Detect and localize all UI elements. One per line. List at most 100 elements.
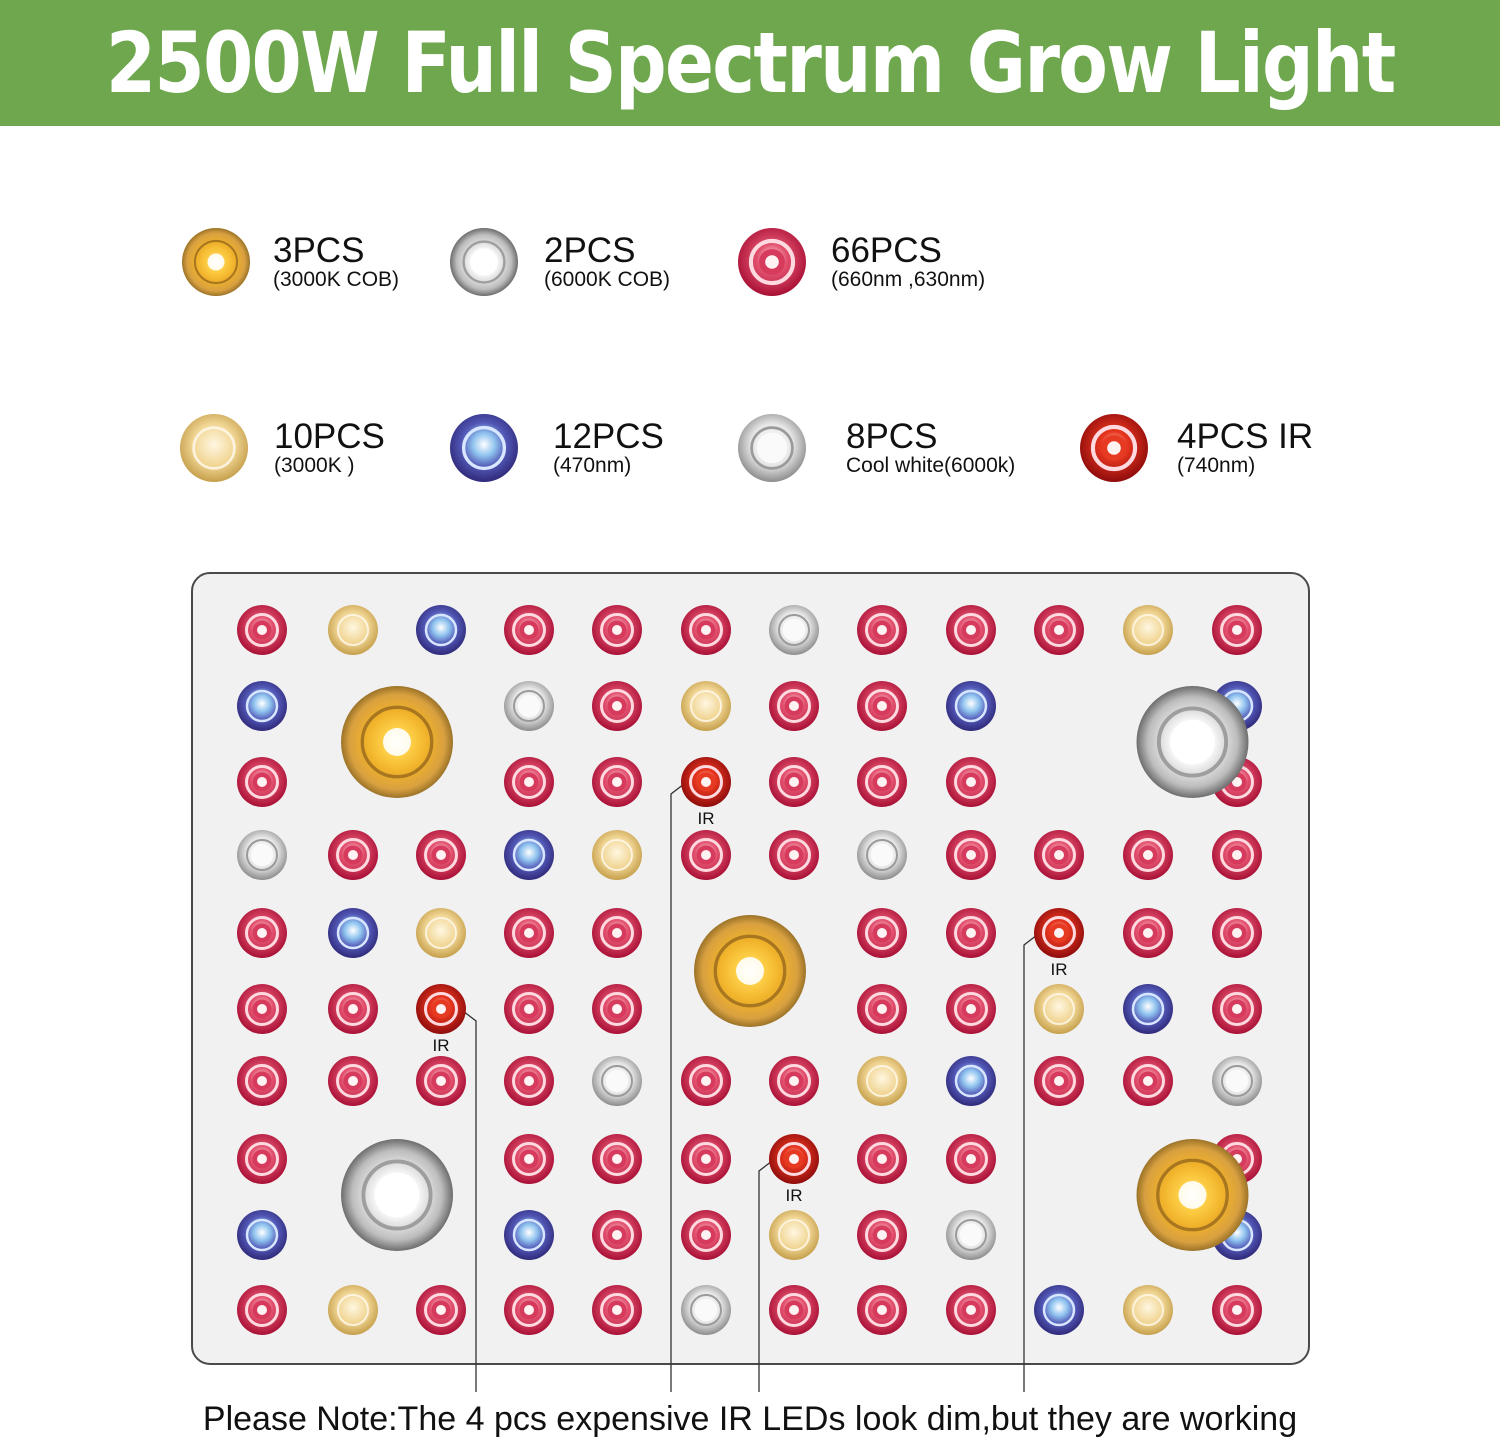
legend-quantity: 10PCS	[274, 417, 385, 456]
ir-label: IR	[433, 1036, 450, 1055]
red-led	[681, 1056, 731, 1106]
red-led	[416, 1285, 466, 1335]
legend-description: (660nm ,630nm)	[831, 268, 986, 291]
white-led	[681, 1285, 731, 1335]
warm-led	[1034, 984, 1084, 1034]
red-led	[592, 757, 642, 807]
red-led	[681, 1134, 731, 1184]
red-led	[1123, 830, 1173, 880]
ir-led	[1034, 908, 1084, 958]
red-led	[946, 757, 996, 807]
red-led	[946, 830, 996, 880]
blue-led	[1123, 984, 1173, 1034]
red-led	[504, 1285, 554, 1335]
red-led	[328, 984, 378, 1034]
cob-white-led	[341, 1139, 453, 1251]
ir-leader-line	[670, 783, 685, 1392]
ir-label: IR	[698, 809, 715, 828]
red-led	[1212, 605, 1262, 655]
red-led	[237, 1134, 287, 1184]
red-led	[504, 1056, 554, 1106]
warm-led	[416, 908, 466, 958]
blue-led	[946, 681, 996, 731]
red-led	[946, 984, 996, 1034]
blue-led	[504, 1210, 554, 1260]
legend-description: (3000K )	[274, 454, 355, 477]
legend-quantity: 2PCS	[544, 231, 636, 270]
red-led	[504, 757, 554, 807]
red-led	[946, 605, 996, 655]
ir-note: Please Note:The 4 pcs expensive IR LEDs …	[202, 1400, 1298, 1438]
red-led	[328, 830, 378, 880]
red-led	[769, 757, 819, 807]
cob-warm-led	[341, 686, 453, 798]
red-led	[592, 984, 642, 1034]
red-led	[237, 757, 287, 807]
legend-quantity: 66PCS	[831, 231, 942, 270]
legend-quantity: 4PCS IR	[1177, 417, 1314, 456]
red-led	[237, 1056, 287, 1106]
blue-led	[328, 908, 378, 958]
warm-led	[857, 1056, 907, 1106]
legend-quantity: 12PCS	[553, 417, 664, 456]
red-led	[237, 908, 287, 958]
red-led	[1212, 984, 1262, 1034]
red-led	[769, 1285, 819, 1335]
ir-leader-line	[758, 1160, 773, 1392]
red-led	[592, 681, 642, 731]
red-led	[681, 830, 731, 880]
red-led	[1212, 830, 1262, 880]
page-title: 2500W Full Spectrum Grow Light	[105, 14, 1396, 112]
red-led	[592, 1285, 642, 1335]
warm-led	[681, 681, 731, 731]
red-led	[1123, 1056, 1173, 1106]
red-led	[857, 1210, 907, 1260]
blue-led	[237, 681, 287, 731]
legend-description: (3000K COB)	[273, 268, 400, 291]
warm-led	[328, 1285, 378, 1335]
legend-description: Cool white(6000k)	[846, 454, 1016, 477]
legend-quantity: 8PCS	[846, 417, 938, 456]
warm-led	[1123, 1285, 1173, 1335]
red-led	[592, 605, 642, 655]
red-led	[1034, 830, 1084, 880]
legend-quantity: 3PCS	[273, 231, 365, 270]
legend-description: (470nm)	[553, 454, 632, 477]
red-led	[592, 1210, 642, 1260]
warm-led	[1123, 605, 1173, 655]
cob-white-led	[1136, 686, 1249, 798]
ir-label: IR	[786, 1186, 803, 1205]
red-led	[857, 681, 907, 731]
red-led	[857, 605, 907, 655]
white-led	[237, 830, 287, 880]
ir-label: IR	[1051, 960, 1068, 979]
title-banner: 2500W Full Spectrum Grow Light	[0, 0, 1500, 126]
warm-led	[328, 605, 378, 655]
blue-led	[504, 830, 554, 880]
white-led	[769, 605, 819, 655]
red-led	[504, 908, 554, 958]
ir-led	[416, 984, 466, 1034]
red-led	[416, 830, 466, 880]
red-led	[857, 1285, 907, 1335]
red-led	[681, 605, 731, 655]
ir-leader-line	[462, 1010, 477, 1392]
red-led	[592, 1134, 642, 1184]
red-led	[1212, 1285, 1262, 1335]
blue-led	[416, 605, 466, 655]
red-led	[857, 984, 907, 1034]
red-led	[857, 908, 907, 958]
white-led	[1212, 1056, 1262, 1106]
ir-led	[769, 1134, 819, 1184]
white-led	[592, 1056, 642, 1106]
red-led	[857, 757, 907, 807]
cob-warm-led	[1136, 1139, 1249, 1251]
red-led	[416, 1056, 466, 1106]
red-led	[946, 1134, 996, 1184]
